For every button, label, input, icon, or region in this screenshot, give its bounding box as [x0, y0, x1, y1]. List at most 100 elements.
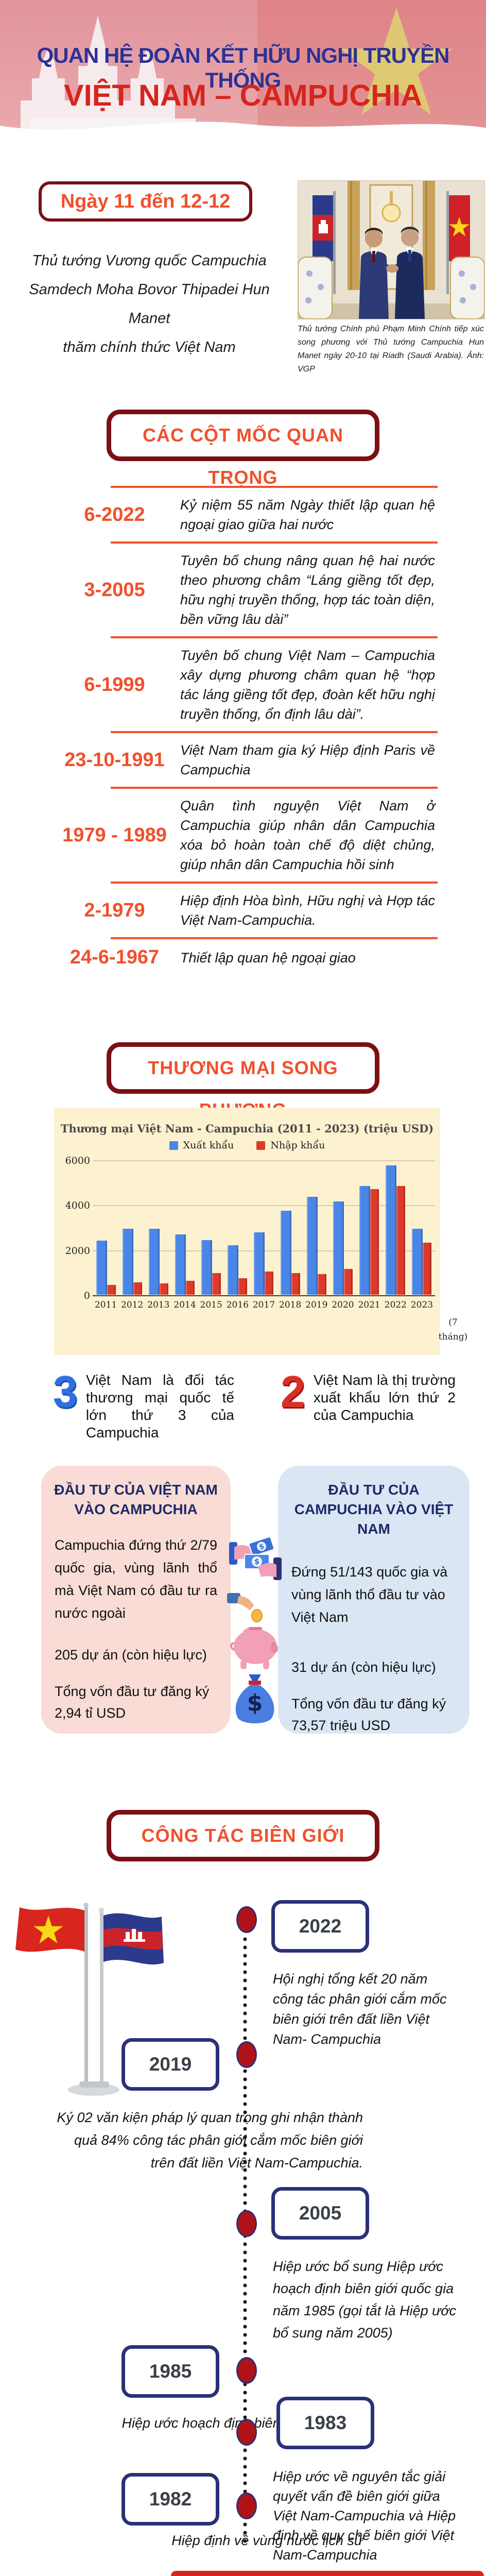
- vietnam-star-icon: [340, 8, 453, 115]
- bar-Nhập khẩu-2023: [423, 1243, 432, 1295]
- bar-Nhập khẩu-2018: [291, 1273, 300, 1295]
- bar-Nhập khẩu-2012: [133, 1282, 142, 1295]
- bar-group-2017: [251, 1232, 277, 1295]
- milestone-text: Tuyên bố chung nâng quan hệ hai nước the…: [180, 553, 435, 627]
- investment-right-title: ĐẦU TƯ CỦA CAMPUCHIA VÀO VIỆT NAM: [294, 1482, 454, 1537]
- bar-Xuất khẩu-2017: [254, 1232, 265, 1295]
- xtick-2017: 2017: [252, 1300, 275, 1310]
- xtick-2015: 2015: [200, 1300, 222, 1310]
- legend-export-label: Xuất khẩu: [183, 1140, 234, 1151]
- xtick-2022: 2022: [384, 1300, 407, 1310]
- hero-decoration: [0, 0, 486, 140]
- wave-edge: [0, 122, 486, 140]
- xtick-2014: 2014: [173, 1300, 196, 1310]
- legend-import-label: Nhập khẩu: [270, 1140, 325, 1151]
- visit-intro-text: Thủ tướng Vương quốc Campuchia Samdech M…: [29, 252, 270, 355]
- divider: [111, 937, 438, 939]
- bar-group-2016: [224, 1245, 251, 1295]
- xtick-2020: 2020: [332, 1300, 354, 1310]
- divider: [111, 882, 438, 884]
- bar-Nhập khẩu-2015: [212, 1273, 221, 1295]
- vietnam-cambodia-flags: [11, 1900, 166, 2106]
- bar-group-2020: [329, 1201, 356, 1295]
- xtick-2016: 2016: [226, 1300, 249, 1310]
- trade-chart: Thương mại Việt Nam - Campuchia (2011 - …: [54, 1108, 467, 1355]
- investment-left-projects: 205 dự án (còn hiệu lực): [55, 1647, 207, 1663]
- divider: [111, 787, 438, 789]
- xtick-2018: 2018: [279, 1300, 302, 1310]
- milestone-date: 6-2022: [84, 503, 145, 526]
- vietnam-flag: [15, 1907, 84, 1952]
- legend-export-swatch: [169, 1141, 178, 1150]
- xtick-2019: 2019: [305, 1300, 328, 1310]
- photo-caption: Thủ tướng Chính phủ Phạm Minh Chính tiếp…: [298, 325, 484, 374]
- bar-Nhập khẩu-2011: [107, 1285, 116, 1295]
- bar-Nhập khẩu-2014: [186, 1281, 195, 1295]
- milestone-row: 24-6-1967 Thiết lập quan hệ ngoại giao: [49, 937, 440, 976]
- xtick-2023: 2023: [410, 1300, 433, 1310]
- investment-left-body: Campuchia đứng thứ 2/79 quốc gia, vùng l…: [55, 1537, 217, 1621]
- chart-yaxis: 0 2000 4000 6000: [63, 1108, 90, 1355]
- bar-group-2013: [145, 1229, 171, 1295]
- source-credit-line1: Nguồn: Bộ Ngoại giao, TTXVN, Báo điện tử…: [171, 2571, 484, 2576]
- stat-export-market: 2 Việt Nam là thị trường xuất khẩu lớn t…: [281, 1370, 456, 1424]
- year-badge-2019: 2019: [121, 2038, 219, 2091]
- stat-trade-partner: 3 Việt Nam là đối tác thương mại quốc tế…: [53, 1370, 234, 1442]
- milestone-row: 6-2022 Kỷ niệm 55 năm Ngày thiết lập qua…: [49, 486, 440, 541]
- investment-right-projects: 31 dự án (còn hiệu lực): [291, 1659, 436, 1675]
- xtick-2021: 2021: [358, 1300, 380, 1310]
- timeline-dot-1985: [236, 2357, 257, 2384]
- chart-xlabels: 2011 2012 2013 2014 2015 2016 2017 2018 2019 2020…: [93, 1300, 435, 1315]
- bar-group-2022: [383, 1165, 409, 1295]
- money-exchange-icon: $ $: [229, 1533, 282, 1593]
- timeline-dot-2005: [236, 2210, 257, 2237]
- ytick-0: 0: [83, 1290, 90, 1301]
- legend-import-swatch: [256, 1141, 266, 1150]
- bar-Xuất khẩu-2016: [228, 1245, 239, 1295]
- photo-illustration: [298, 181, 484, 319]
- investment-left-total: Tổng vốn đầu tư đăng ký 2,94 tỉ USD: [55, 1684, 210, 1721]
- bar-Nhập khẩu-2013: [159, 1283, 168, 1295]
- border-event-2005: Hiệp ước bổ sung Hiệp ước hoạch định biê…: [273, 2259, 457, 2341]
- investment-right-body: Đứng 51/143 quốc gia và vùng lãnh thổ đầ…: [291, 1564, 448, 1625]
- vietnam-flag-icon: [446, 191, 470, 294]
- bar-group-2023: [409, 1229, 435, 1295]
- gridline-4000: [93, 1205, 435, 1207]
- bar-Xuất khẩu-2012: [122, 1229, 133, 1295]
- visit-date-badge: Ngày 11 đến 12-12: [39, 181, 252, 222]
- milestone-text: Kỷ niệm 55 năm Ngày thiết lập quan hệ ng…: [180, 497, 435, 532]
- section-title-border: CÔNG TÁC BIÊN GIỚI: [107, 1810, 379, 1861]
- border-event-1983: Hiệp ước về nguyên tắc giải quyết vấn đề…: [273, 2469, 456, 2563]
- milestone-row: 2-1979 Hiệp định Hòa bình, Hữu nghị và H…: [49, 882, 440, 937]
- milestone-row: 1979 - 1989 Quân tình nguyện Việt Nam ở …: [49, 787, 440, 882]
- milestones-list: 6-2022 Kỷ niệm 55 năm Ngày thiết lập qua…: [49, 486, 440, 976]
- milestone-text: Tuyên bố chung Việt Nam – Campuchia xây …: [180, 648, 435, 722]
- ytick-4000: 4000: [65, 1200, 90, 1212]
- svg-text:$: $: [254, 1557, 259, 1566]
- section-title-trade: THƯƠNG MẠI SONG PHƯƠNG: [107, 1042, 379, 1121]
- stat-text-trade: Việt Nam là đối tác thương mại quốc tế l…: [85, 1372, 234, 1440]
- milestone-date: 3-2005: [84, 579, 145, 601]
- bar-Xuất khẩu-2022: [386, 1165, 397, 1295]
- bar-Xuất khẩu-2015: [201, 1240, 213, 1295]
- investment-card-vietnam: ĐẦU TƯ CỦA VIỆT NAM VÀO CAMPUCHIA Campuc…: [41, 1466, 231, 1734]
- bar-Xuất khẩu-2021: [359, 1186, 371, 1295]
- bar-group-2014: [171, 1234, 198, 1295]
- piggy-body: [230, 1627, 278, 1669]
- bar-Xuất khẩu-2013: [148, 1229, 160, 1295]
- chart-plot: [93, 1160, 435, 1296]
- year-badge-2005: 2005: [271, 2187, 369, 2240]
- stat-text-export: Việt Nam là thị trường xuất khẩu lớn thứ…: [313, 1372, 456, 1423]
- svg-text:$: $: [258, 1542, 265, 1551]
- milestone-text: Việt Nam tham gia ký Hiệp định Paris về …: [180, 742, 435, 777]
- bar-Nhập khẩu-2016: [238, 1278, 248, 1295]
- divider: [111, 731, 438, 733]
- bar-Nhập khẩu-2019: [317, 1274, 326, 1295]
- milestone-row: 6-1999 Tuyên bố chung Việt Nam – Campuch…: [49, 636, 440, 731]
- bar-group-2011: [93, 1241, 119, 1295]
- bar-group-2015: [198, 1240, 224, 1295]
- money-bag-icon: $: [231, 1673, 279, 1727]
- milestone-row: 23-10-1991 Việt Nam tham gia ký Hiệp địn…: [49, 731, 440, 787]
- legend-import: Nhập khẩu: [256, 1140, 325, 1151]
